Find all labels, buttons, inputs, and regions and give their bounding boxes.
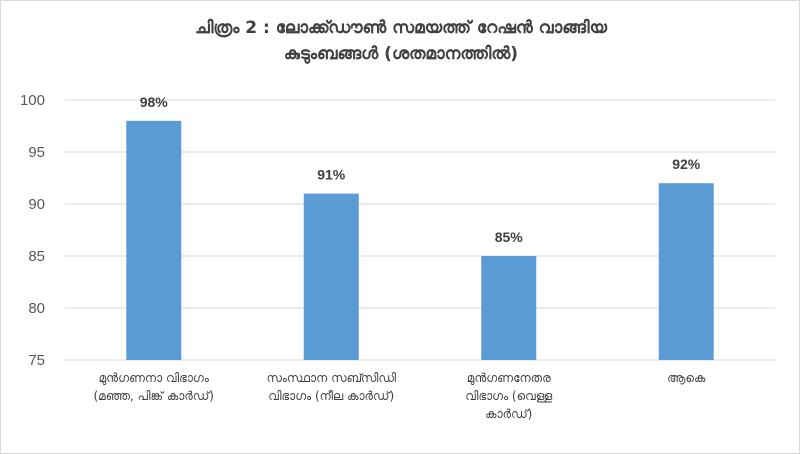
data-label: 98% [140,94,169,110]
y-tick-label: 100 [20,92,45,109]
y-tick-label: 75 [28,352,45,369]
category-label: ആകെ [667,371,706,385]
chart-title-line-2: കുടുംബങ്ങൾ (ശതമാനത്തിൽ) [283,44,519,64]
bar [126,120,182,360]
y-tick-label: 80 [28,300,45,317]
data-label: 85% [495,229,524,245]
category-label: സംസ്ഥാന സബ്സിഡി [266,371,396,385]
category-label: മുൻഗണനാ വിഭാഗം [99,371,210,386]
bar [481,256,537,360]
data-label: 92% [672,156,701,172]
chart-title-line-1: ചിത്രം 2 : ലോക്ക്ഡൗൺ സമയത്ത് റേഷൻ വാങ്ങി… [194,18,607,38]
category-label: മുൻഗണനേതര [467,371,551,386]
y-tick-label: 85 [28,248,45,265]
data-label: 91% [317,167,346,183]
bar [303,193,359,360]
category-label: കാർഡ്) [485,407,532,421]
y-tick-label: 90 [28,196,45,213]
y-tick-label: 95 [28,144,45,161]
category-label: വിഭാഗം (നീല കാർഡ്) [268,389,394,403]
bar [658,183,714,360]
category-label: (മഞ്ഞ, പിങ്ക് കാർഡ്) [94,389,215,403]
category-label: വിഭാഗം (വെള്ള [465,389,552,403]
